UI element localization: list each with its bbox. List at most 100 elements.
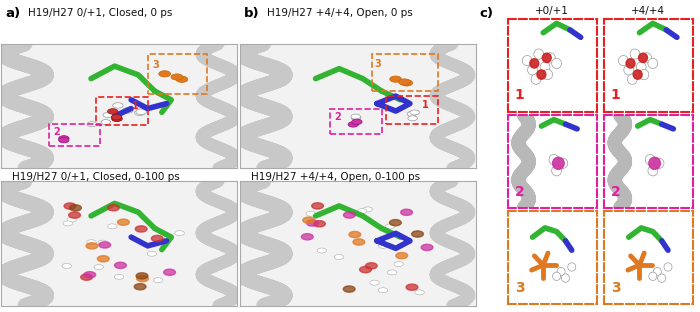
Circle shape: [159, 71, 171, 77]
Circle shape: [619, 56, 629, 66]
Circle shape: [86, 243, 98, 249]
Circle shape: [314, 221, 326, 227]
Circle shape: [363, 207, 372, 212]
Circle shape: [530, 59, 539, 68]
Circle shape: [94, 265, 104, 270]
Circle shape: [545, 53, 555, 63]
Circle shape: [658, 274, 666, 282]
Circle shape: [358, 209, 367, 214]
Circle shape: [69, 205, 81, 211]
Circle shape: [112, 116, 122, 121]
Circle shape: [401, 80, 412, 86]
Circle shape: [542, 70, 552, 80]
Text: 3: 3: [374, 59, 382, 69]
Text: 3: 3: [514, 281, 524, 295]
Circle shape: [351, 115, 361, 120]
Text: H19/H27 +4/+4, Open, 0 ps: H19/H27 +4/+4, Open, 0 ps: [267, 8, 412, 18]
Circle shape: [395, 252, 407, 259]
Circle shape: [408, 116, 417, 121]
Circle shape: [103, 113, 113, 118]
Circle shape: [136, 109, 146, 115]
Text: H19/H27 0/+1, Closed, 0 ps: H19/H27 0/+1, Closed, 0 ps: [28, 8, 172, 18]
Circle shape: [410, 110, 419, 115]
Text: 2: 2: [611, 185, 621, 199]
Circle shape: [534, 49, 544, 59]
Bar: [48, 124, 101, 146]
Circle shape: [108, 205, 119, 211]
Bar: [96, 97, 148, 125]
Circle shape: [649, 157, 660, 169]
Text: c): c): [480, 7, 494, 20]
Circle shape: [87, 240, 97, 245]
Circle shape: [639, 70, 649, 80]
Circle shape: [642, 53, 652, 63]
Circle shape: [394, 261, 403, 266]
Bar: [386, 96, 438, 124]
Text: 1: 1: [422, 100, 429, 110]
Circle shape: [147, 251, 157, 256]
Circle shape: [398, 79, 410, 85]
Circle shape: [101, 119, 111, 124]
Circle shape: [522, 56, 532, 66]
Circle shape: [151, 235, 163, 241]
Circle shape: [648, 58, 658, 69]
Circle shape: [59, 136, 69, 141]
Circle shape: [664, 263, 672, 271]
Circle shape: [351, 115, 360, 120]
Circle shape: [164, 269, 176, 275]
Circle shape: [63, 221, 73, 226]
Text: 3: 3: [153, 60, 159, 70]
Circle shape: [80, 274, 92, 280]
Circle shape: [343, 286, 355, 292]
Circle shape: [552, 272, 561, 280]
Circle shape: [118, 219, 130, 225]
Circle shape: [171, 74, 183, 80]
Text: 2: 2: [335, 112, 341, 122]
Bar: [372, 54, 438, 91]
Circle shape: [645, 154, 655, 165]
Circle shape: [351, 114, 360, 119]
Text: 2: 2: [514, 185, 524, 199]
Circle shape: [69, 212, 81, 218]
Circle shape: [627, 74, 637, 84]
Circle shape: [153, 278, 163, 283]
Circle shape: [175, 231, 184, 236]
Circle shape: [115, 262, 126, 268]
Circle shape: [415, 290, 424, 295]
Circle shape: [568, 263, 576, 271]
Circle shape: [64, 203, 76, 209]
Text: 1: 1: [132, 101, 138, 111]
Text: b): b): [244, 7, 259, 20]
Circle shape: [421, 244, 433, 251]
Circle shape: [99, 242, 111, 248]
Circle shape: [552, 157, 564, 169]
Circle shape: [351, 119, 362, 124]
Circle shape: [552, 166, 561, 176]
Text: 1: 1: [514, 89, 524, 102]
Circle shape: [636, 62, 646, 72]
Circle shape: [634, 70, 642, 79]
Circle shape: [540, 62, 550, 72]
Circle shape: [111, 115, 122, 120]
Circle shape: [136, 273, 148, 279]
Circle shape: [67, 217, 76, 222]
Circle shape: [390, 76, 402, 82]
Circle shape: [558, 158, 568, 168]
Circle shape: [113, 103, 123, 108]
Circle shape: [134, 284, 146, 290]
Circle shape: [164, 236, 174, 241]
Circle shape: [626, 59, 635, 68]
Circle shape: [557, 267, 565, 276]
Circle shape: [306, 211, 316, 216]
Circle shape: [649, 272, 657, 280]
Circle shape: [303, 217, 314, 223]
Bar: [148, 54, 206, 94]
Circle shape: [549, 154, 559, 165]
Circle shape: [630, 49, 640, 59]
Circle shape: [389, 220, 401, 226]
Circle shape: [135, 226, 147, 232]
Text: 2: 2: [53, 127, 60, 137]
Circle shape: [624, 65, 634, 75]
Circle shape: [561, 274, 570, 282]
Circle shape: [370, 280, 379, 285]
